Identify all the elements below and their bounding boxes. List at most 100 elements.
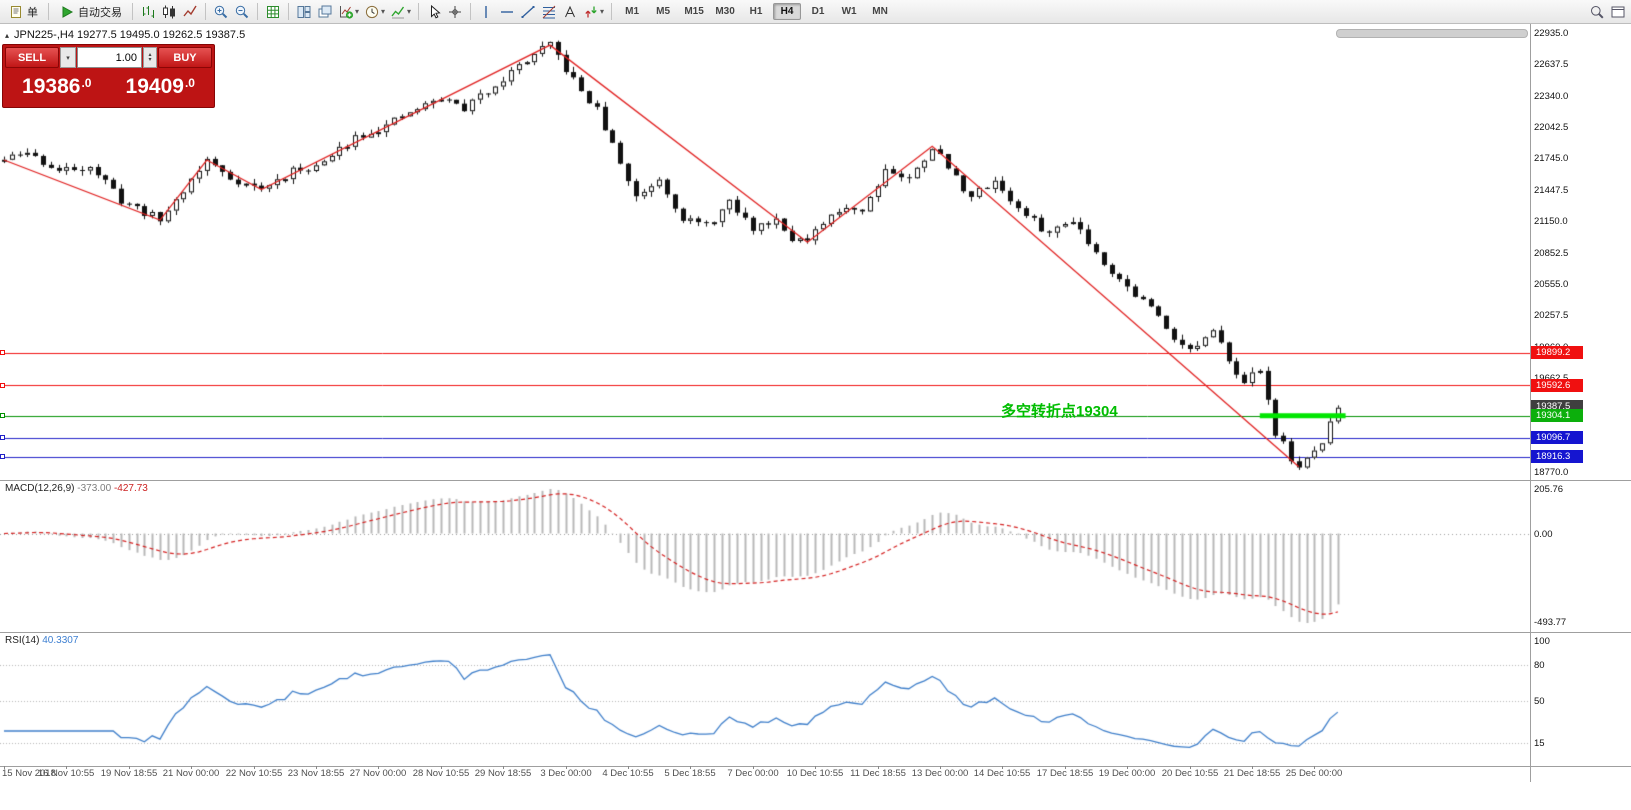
- volume-up-icon[interactable]: ▴: [148, 51, 152, 58]
- volume-down-icon[interactable]: ▾: [148, 56, 152, 63]
- timeframe-m15-button[interactable]: M15: [684, 6, 704, 17]
- time-axis-label: 19 Dec 00:00: [1098, 768, 1156, 779]
- indicators-menu-icon: [391, 6, 405, 18]
- zoom-out-icon: [235, 5, 249, 18]
- vertical-line-tool-button[interactable]: [476, 2, 496, 22]
- time-axis-label: 14 Dec 10:55: [973, 768, 1031, 779]
- time-axis-label: 7 Dec 00:00: [727, 768, 779, 779]
- price-axis-label: 19662.5: [1534, 373, 1568, 384]
- time-axis-tick: [1314, 766, 1315, 769]
- volume-stepper[interactable]: ▴ ▾: [143, 47, 157, 68]
- macd-axis-label: 0.00: [1534, 528, 1553, 540]
- toolbar-separator: [470, 3, 472, 20]
- crosshair-tool-button[interactable]: [445, 2, 465, 22]
- timeframes-menu-icon: [365, 5, 379, 18]
- rsi-axis-label: 50: [1534, 696, 1545, 707]
- volume-input[interactable]: 1.00: [77, 47, 142, 68]
- toolbar-separator: [205, 3, 206, 20]
- macd-value-signal: -427.73: [113, 483, 148, 494]
- timeframe-h4-button[interactable]: H4: [773, 3, 802, 20]
- timeframe-h1-button[interactable]: H1: [749, 6, 763, 17]
- time-axis-tick: [254, 766, 255, 769]
- time-axis-label: 3 Dec 00:00: [540, 768, 592, 779]
- buy-button[interactable]: BUY: [158, 47, 212, 68]
- timeframe-w1-button[interactable]: W1: [841, 6, 857, 17]
- time-axis-label: 22 Nov 10:55: [225, 768, 283, 779]
- price-axis-label: 18770.0: [1534, 467, 1569, 478]
- time-axis-tick: [316, 766, 317, 769]
- timeframe-mn-button[interactable]: MN: [872, 6, 888, 17]
- new-chart-caret-icon[interactable]: ▾: [355, 7, 360, 16]
- timeframes-menu-button[interactable]: ▾: [362, 2, 387, 22]
- new-chart-button[interactable]: ▾: [336, 2, 361, 22]
- time-axis-label: 20 Dec 10:55: [1161, 768, 1219, 779]
- line-chart-icon: [183, 5, 197, 16]
- tile-windows-button[interactable]: [294, 2, 314, 22]
- indicators-menu-caret-icon[interactable]: ▾: [407, 7, 412, 16]
- new-order-button[interactable]: 单: [3, 2, 43, 22]
- new-window-button[interactable]: [1608, 2, 1628, 22]
- time-axis-tick: [1065, 766, 1066, 769]
- fibonacci-tool-button[interactable]: [539, 2, 559, 22]
- rsi-panel-divider: [0, 632, 1631, 633]
- rsi-name: RSI(14): [5, 635, 40, 646]
- timeframes-menu-caret-icon[interactable]: ▾: [381, 7, 386, 16]
- arrows-tool-caret-icon[interactable]: ▾: [600, 7, 605, 16]
- price-axis-label: 21447.5: [1534, 184, 1569, 196]
- timeframe-d1-button[interactable]: D1: [811, 6, 825, 17]
- price-axis-label: 20257.5: [1534, 310, 1569, 322]
- time-axis-label: 13 Dec 00:00: [911, 768, 969, 779]
- timeframe-m5-button[interactable]: M5: [656, 6, 671, 17]
- bar-chart-button[interactable]: [138, 2, 158, 22]
- time-axis-tick: [503, 766, 504, 769]
- time-axis-tick: [378, 766, 379, 769]
- volume-dropdown[interactable]: ▾: [60, 47, 76, 68]
- time-axis-label: 25 Dec 00:00: [1285, 768, 1343, 779]
- timeframe-m30-button[interactable]: M30: [715, 6, 735, 17]
- arrows-tool-button[interactable]: ▾: [581, 2, 606, 22]
- cursor-tool-button[interactable]: [424, 2, 444, 22]
- chart-horizontal-scrollbar[interactable]: [1336, 29, 1528, 38]
- toolbar-separator: [257, 3, 258, 20]
- indicators-menu-button[interactable]: ▾: [388, 2, 413, 22]
- one-click-collapse-arrow[interactable]: ▴: [5, 30, 10, 40]
- sell-button[interactable]: SELL: [5, 47, 59, 68]
- time-axis-tick: [1127, 766, 1128, 769]
- line-chart-button[interactable]: [180, 2, 200, 22]
- autotrade-button[interactable]: 自动交易: [54, 2, 127, 22]
- line-handle[interactable]: [0, 350, 5, 356]
- zoom-in-button[interactable]: [211, 2, 231, 22]
- bar-chart-icon: [143, 5, 154, 18]
- cascade-windows-button[interactable]: [315, 2, 335, 22]
- line-handle[interactable]: [0, 454, 5, 460]
- price-axis-divider: [1530, 24, 1531, 782]
- buy-price-display: 19409.0: [125, 74, 195, 98]
- timeframe-m1-button[interactable]: M1: [625, 6, 640, 17]
- time-axis-tick: [191, 766, 192, 769]
- trendline-tool-button[interactable]: [518, 2, 538, 22]
- line-handle[interactable]: [0, 435, 5, 441]
- sell-price-display: 19386.0: [22, 74, 92, 98]
- candle-chart-button[interactable]: [159, 2, 179, 22]
- time-axis-label: 28 Nov 10:55: [412, 768, 470, 779]
- new-window-icon: [1611, 6, 1625, 17]
- time-axis-tick: [753, 766, 754, 769]
- rsi-value: 40.3307: [42, 635, 79, 646]
- macd-value-histogram: -373.00: [77, 483, 112, 494]
- new-order-label: 单: [27, 6, 38, 19]
- price-axis-label: 20555.0: [1534, 278, 1569, 290]
- price-axis-label: 22042.5: [1534, 122, 1569, 134]
- search-button[interactable]: [1587, 2, 1607, 22]
- time-axis-tick: [566, 766, 567, 769]
- macd-name: MACD(12,26,9): [5, 483, 75, 494]
- autotrade-icon: [62, 5, 74, 18]
- line-handle[interactable]: [0, 382, 5, 388]
- line-handle[interactable]: [0, 413, 5, 419]
- grid-button[interactable]: [263, 2, 283, 22]
- zoom-out-button[interactable]: [232, 2, 252, 22]
- price-tag-19304.1: 19304.1: [1531, 409, 1583, 423]
- main-chart-canvas[interactable]: [0, 24, 1530, 480]
- horizontal-line-tool-button[interactable]: [497, 2, 517, 22]
- one-click-trading-panel: SELL ▾ 1.00 ▴ ▾ BUY 19386.0 19409.0: [2, 44, 215, 108]
- text-tool-button[interactable]: [560, 2, 580, 22]
